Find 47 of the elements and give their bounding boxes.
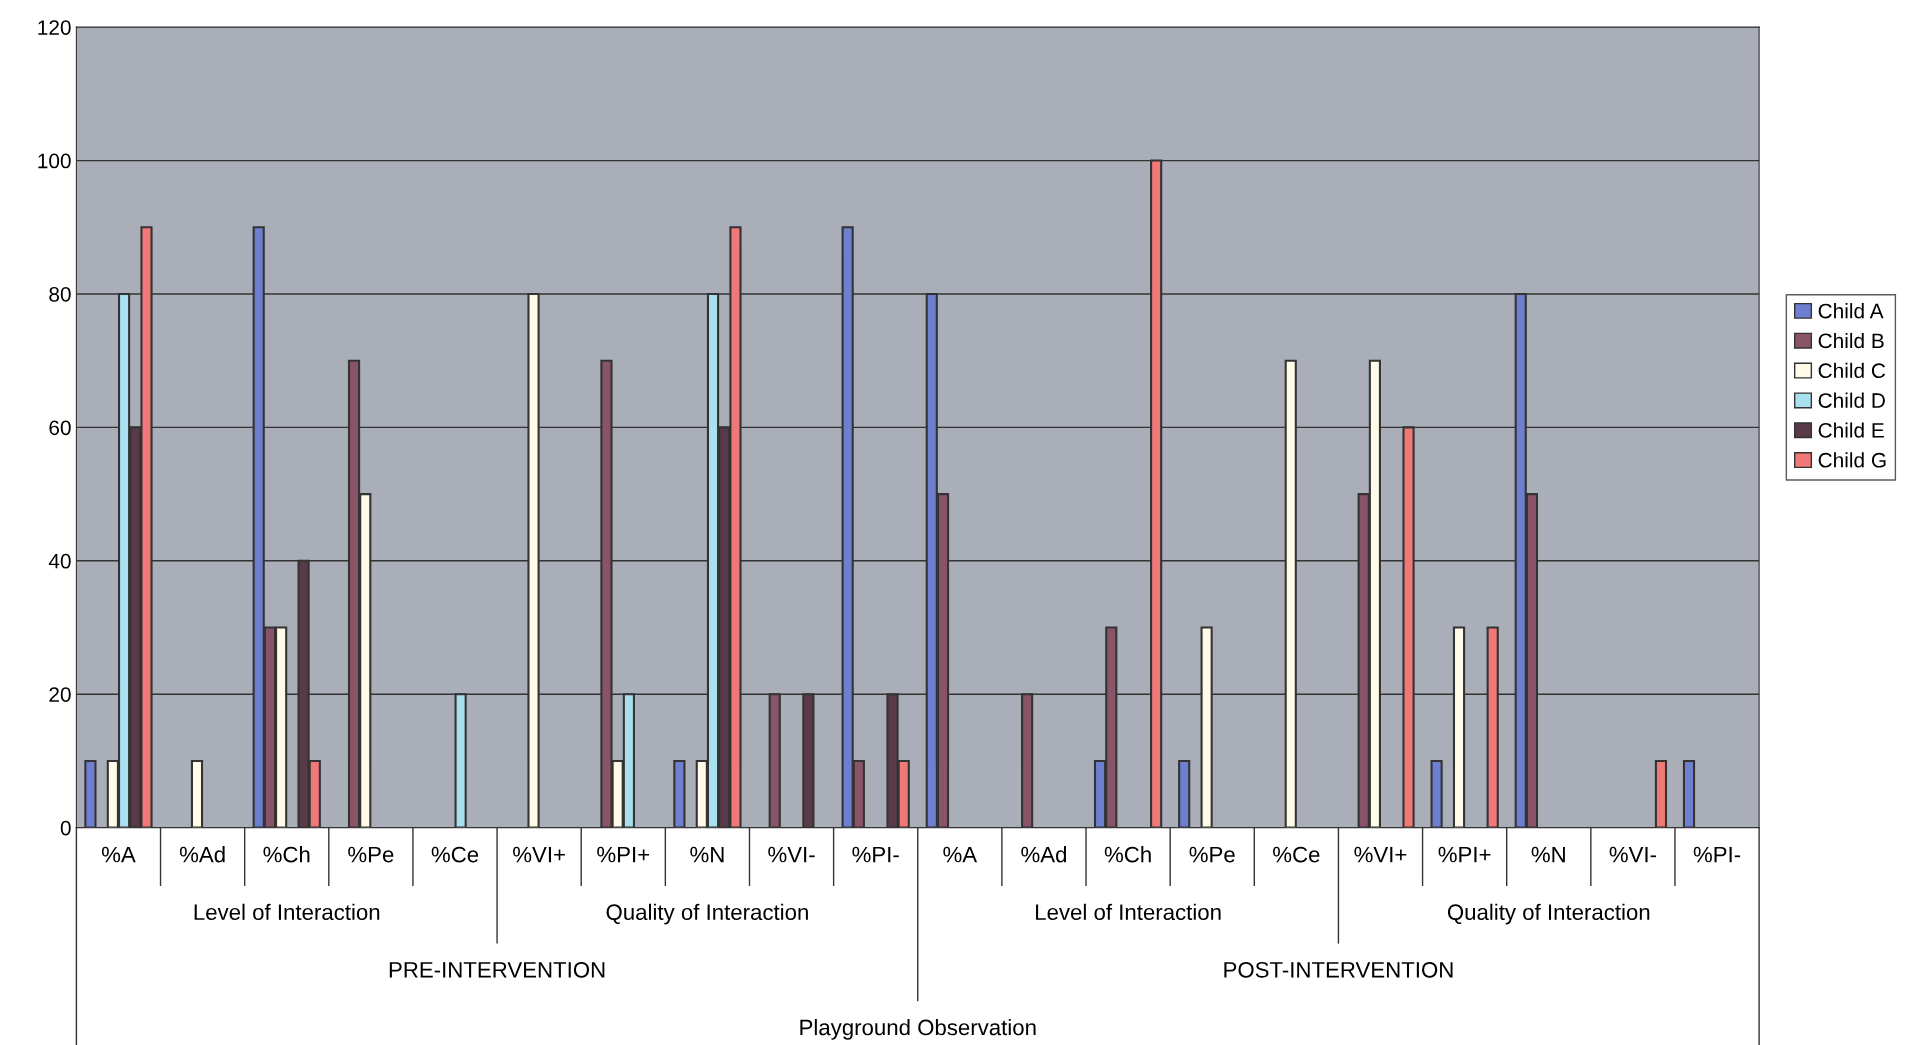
x-tick-label: %Ce (1273, 846, 1320, 863)
bar (1682, 759, 1696, 828)
x-tick-label: %N (690, 846, 724, 863)
text: Playground Observation (800, 1019, 1036, 1040)
x-tick-label: %PI+ (1438, 846, 1491, 863)
legend-label: Child C (1818, 362, 1886, 379)
x-tick-label: %PI- (1693, 846, 1741, 863)
x-tick-label: %Ch (1104, 846, 1151, 863)
legend-label: Child A (1818, 303, 1884, 319)
legend-label: Child G (1818, 452, 1886, 468)
bar (673, 759, 686, 828)
x-tick-label: %Ce (431, 846, 479, 863)
y-tick-label: 40 (48, 553, 71, 569)
bar (1430, 759, 1443, 828)
y-tick-label: 60 (49, 420, 71, 436)
bar (1178, 759, 1191, 828)
bar (190, 759, 204, 828)
text: Level of Interaction (194, 903, 380, 921)
legend-label: Child E (1818, 422, 1884, 438)
x-tick-label: %Ad (179, 846, 225, 863)
bar (84, 759, 97, 828)
x-tick-label: %PI+ (597, 846, 650, 863)
x-tick-label: %Pe (1189, 846, 1235, 863)
text: Level of Interaction (1036, 903, 1221, 921)
x-tick-label: %VI+ (513, 846, 565, 863)
legend-label: Child D (1818, 392, 1885, 408)
bar (1654, 759, 1668, 828)
x-tick-label: %A (101, 846, 136, 863)
x-tick-label: %Pe (348, 846, 394, 863)
y-tick-label: 80 (49, 286, 71, 302)
text: Quality of Interaction (606, 903, 808, 925)
x-tick-label: %Ad (1021, 846, 1066, 863)
x-tick-label: %VI+ (1354, 846, 1407, 863)
text: POST-INTERVENTION (1224, 961, 1453, 978)
text: Quality of Interaction (1447, 903, 1650, 925)
y-tick-label: 100 (38, 153, 71, 169)
x-tick-label: %VI- (768, 846, 815, 863)
x-tick-label: %VI- (1609, 846, 1656, 863)
y-tick-label: 20 (49, 687, 71, 702)
legend-label: Child B (1818, 332, 1884, 349)
x-tick-label: %PI- (852, 846, 899, 863)
y-tick-label: 120 (38, 20, 71, 35)
x-tick-label: %N (1531, 846, 1565, 863)
x-tick-label: %A (943, 846, 978, 863)
text: PRE-INTERVENTION (389, 961, 605, 978)
y-tick-label: 0 (60, 820, 71, 836)
x-tick-label: %Ch (263, 846, 310, 863)
